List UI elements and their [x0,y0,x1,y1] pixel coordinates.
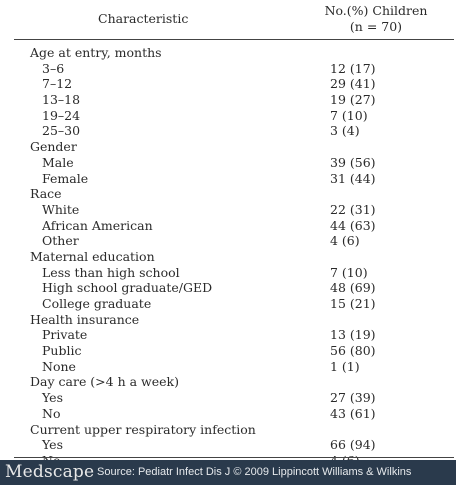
table-group-row: Race [0,186,456,202]
row-label: 13–18 [42,92,81,108]
table-body: Age at entry, months 3–6 12 (17) 7–12 29 (41… [0,45,456,469]
header-count-label: No.(%) Children [324,3,428,18]
table-row: 19–24 7 (10) [0,108,456,124]
table-row: 13–18 19 (27) [0,92,456,108]
table-group-row: Health insurance [0,312,456,328]
characteristics-table: Characteristic No.(%) Children (n = 70) … [14,3,454,468]
row-label: 25–30 [42,123,81,139]
table-group-row: Day care (>4 h a week) [0,374,456,390]
row-value: 4 (6) [330,233,360,249]
header-n-label: (n = 70) [349,19,403,34]
row-value: 66 (94) [330,437,376,453]
row-value: 7 (10) [330,264,368,280]
row-label: Age at entry, months [30,45,162,60]
row-label: Less than high school [42,264,180,280]
row-value: 15 (21) [330,296,376,311]
row-label: African American [42,217,153,233]
header-count-column: No.(%) Children (n = 70) [306,3,446,35]
row-value: 22 (31) [330,201,376,217]
row-label: Health insurance [30,311,140,327]
row-label: Other [42,233,79,249]
table-row: None 1 (1) [0,359,456,375]
row-label: Yes [42,390,63,406]
row-value: 43 (61) [330,405,376,421]
row-label: Female [42,170,89,186]
row-label: Maternal education [30,248,155,264]
row-label: 19–24 [42,107,81,123]
source-credit: Source: Pediatr Infect Dis J © 2009 Lipp… [97,466,412,478]
row-label: Race [30,186,62,202]
row-label: Current upper respiratory infection [30,421,256,437]
table-row: White 22 (31) [0,202,456,218]
table-row: Private 13 (19) [0,327,456,343]
row-label: None [42,358,76,374]
table-row: High school graduate/GED 48 (69) [0,280,456,296]
row-value: 29 (41) [330,76,376,92]
row-value: 48 (69) [330,280,376,296]
header-characteristic: Characteristic [98,11,189,26]
row-label: 7–12 [42,76,73,92]
row-label: 3–6 [42,60,65,76]
row-value: 31 (44) [330,170,376,186]
row-label: College graduate [42,296,152,311]
table-row: Yes 27 (39) [0,390,456,406]
header-rule [14,39,454,40]
row-value: 44 (63) [330,217,376,233]
table-row: Male 39 (56) [0,155,456,171]
table-row: 7–12 29 (41) [0,76,456,92]
row-label: Male [42,154,74,170]
row-value: 27 (39) [330,390,376,406]
table-row: Less than high school 7 (10) [0,265,456,281]
source-footer: Medscape Source: Pediatr Infect Dis J © … [0,460,456,485]
table-row: Female 31 (44) [0,171,456,187]
table-group-row: Maternal education [0,249,456,265]
table-group-row: Current upper respiratory infection [0,422,456,438]
medscape-logo: Medscape [5,462,95,482]
row-label: Day care (>4 h a week) [30,374,179,390]
row-value: 12 (17) [330,60,376,76]
row-label: Gender [30,139,77,155]
table-group-row: Age at entry, months [0,45,456,61]
table-group-row: Gender [0,139,456,155]
table-row: 3–6 12 (17) [0,61,456,77]
row-label: Public [42,343,82,359]
row-value: 56 (80) [330,343,376,359]
table-row: College graduate 15 (21) [0,296,456,312]
row-value: 39 (56) [330,154,376,170]
row-label: Private [42,327,88,343]
table-row: 25–30 3 (4) [0,123,456,139]
table-row: African American 44 (63) [0,218,456,234]
row-value: 3 (4) [330,123,360,139]
table-row: Yes 66 (94) [0,437,456,453]
bottom-rule [14,457,454,458]
row-value: 13 (19) [330,327,376,343]
table-row: No 43 (61) [0,406,456,422]
table-row: Other 4 (6) [0,233,456,249]
row-value: 1 (1) [330,358,360,374]
row-label: White [42,201,80,217]
table-row: Public 56 (80) [0,343,456,359]
row-label: Yes [42,437,63,453]
row-label: High school graduate/GED [42,280,213,296]
row-value: 19 (27) [330,92,376,108]
row-value: 7 (10) [330,107,368,123]
row-label: No [42,405,61,421]
